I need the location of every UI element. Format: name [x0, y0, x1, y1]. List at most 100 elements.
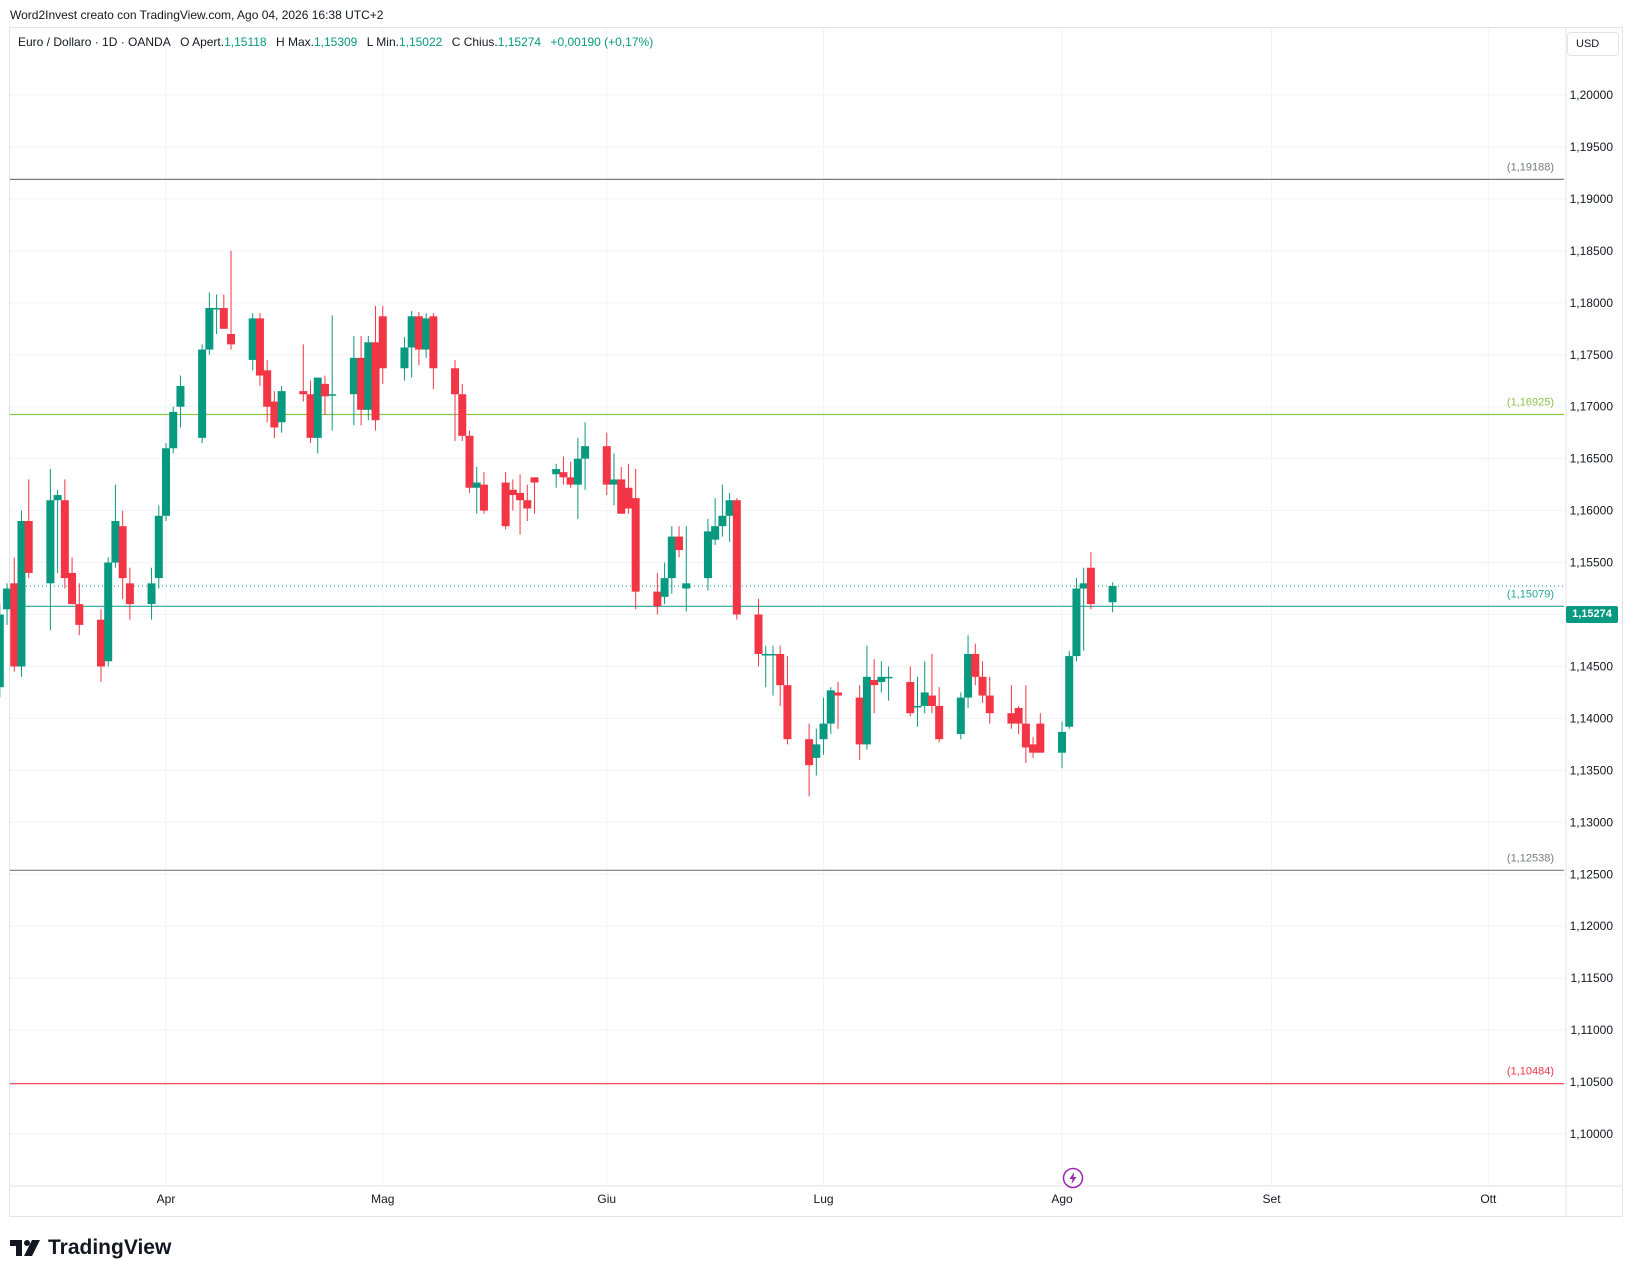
candle [1007, 685, 1016, 729]
candle-body [1029, 744, 1038, 753]
candle [400, 337, 409, 381]
candle [313, 377, 322, 454]
candles [0, 250, 1117, 797]
candle-body [877, 676, 886, 683]
candle [964, 635, 973, 709]
candle [617, 466, 626, 514]
candle-body [927, 695, 936, 706]
candle [46, 469, 55, 631]
candle [718, 484, 727, 537]
y-tick-label: 1,20000 [1570, 88, 1614, 102]
candle-body [508, 489, 517, 496]
y-tick-label: 1,12000 [1570, 919, 1614, 933]
candle-body [653, 591, 662, 607]
candle [53, 489, 62, 573]
close-text: Chius. [463, 35, 498, 49]
candle-body [0, 614, 4, 688]
candle [162, 443, 170, 521]
candle-body [255, 318, 264, 376]
candle-body [111, 520, 120, 563]
candle-body [24, 520, 33, 573]
candle-body [523, 500, 532, 509]
candle [956, 692, 965, 740]
candle-body [465, 435, 474, 488]
y-tick-label: 1,10000 [1570, 1127, 1614, 1141]
candle [703, 518, 712, 591]
candle [1108, 582, 1117, 613]
y-tick-label: 1,19000 [1570, 192, 1614, 206]
candle-body [458, 394, 467, 436]
candle [60, 479, 69, 589]
time-axis: Apr Mag Giu Lug Ago Set Ott [157, 1192, 1497, 1206]
candle [3, 583, 12, 625]
y-tick-label: 1,17500 [1570, 348, 1614, 362]
candle-body [956, 697, 965, 734]
level-label: (1,15079) [1507, 588, 1554, 600]
candle-body [624, 487, 633, 509]
candle-body [805, 739, 814, 766]
candle [472, 466, 481, 514]
y-tick-label: 1,11500 [1571, 971, 1614, 985]
candle-body [53, 495, 62, 501]
candle [971, 643, 980, 686]
candle [1086, 552, 1095, 610]
close-label: C [451, 35, 461, 49]
event-bolt-icon[interactable] [1062, 1167, 1084, 1189]
x-tick-label: Apr [157, 1192, 176, 1206]
candle-body [812, 744, 821, 758]
candle [306, 380, 315, 444]
horizontal-lines: (1,19188) (1,16925) (1,15079) (1,12538) (1,1… [10, 161, 1566, 1085]
candle-body [834, 692, 842, 696]
y-tick-label: 1,13000 [1570, 815, 1614, 829]
candle-body [631, 498, 640, 592]
candle [10, 557, 19, 672]
candle-body [451, 368, 460, 395]
candle [263, 359, 272, 423]
candle [906, 666, 915, 717]
y-tick-label: 1,12500 [1570, 867, 1614, 881]
y-tick-label: 1,18500 [1570, 244, 1614, 258]
candle-body [870, 679, 879, 686]
candle [754, 598, 763, 667]
candle [877, 661, 886, 693]
candle-body [60, 500, 69, 579]
chart-attribution: Word2Invest creato con TradingView.com, … [10, 8, 384, 22]
candle [1072, 578, 1081, 662]
candle [147, 567, 156, 620]
candle [118, 510, 127, 599]
candle [75, 583, 84, 636]
candle-body [407, 316, 416, 348]
candle [566, 461, 575, 488]
candle [913, 676, 922, 727]
candle-body [667, 536, 676, 579]
x-tick-label: Lug [814, 1192, 834, 1206]
currency-button[interactable]: USD [1567, 32, 1619, 56]
high-text: Max. [287, 35, 314, 49]
candle [212, 294, 221, 334]
candle-body [617, 479, 626, 514]
candle-body [17, 520, 26, 667]
candle [0, 604, 4, 698]
tradingview-logo[interactable]: TradingView [10, 1236, 171, 1260]
candle-body [371, 342, 380, 421]
candle [176, 375, 185, 428]
candle [920, 661, 929, 714]
candle-body [205, 307, 214, 350]
candle [1079, 567, 1088, 651]
candle [1014, 705, 1023, 734]
candle [530, 477, 539, 514]
candle [653, 572, 662, 615]
open-value: 1,15118 [224, 35, 267, 49]
candle [357, 336, 366, 426]
candle [371, 305, 380, 431]
x-tick-label: Mag [371, 1192, 394, 1206]
candle-body [711, 526, 720, 540]
candle [776, 645, 785, 706]
candle-body [154, 515, 163, 579]
y-tick-label: 1,19500 [1570, 140, 1614, 154]
candle [364, 336, 373, 421]
level-label: (1,10484) [1507, 1066, 1554, 1078]
candle-body [176, 385, 185, 407]
candle-body [270, 401, 279, 428]
